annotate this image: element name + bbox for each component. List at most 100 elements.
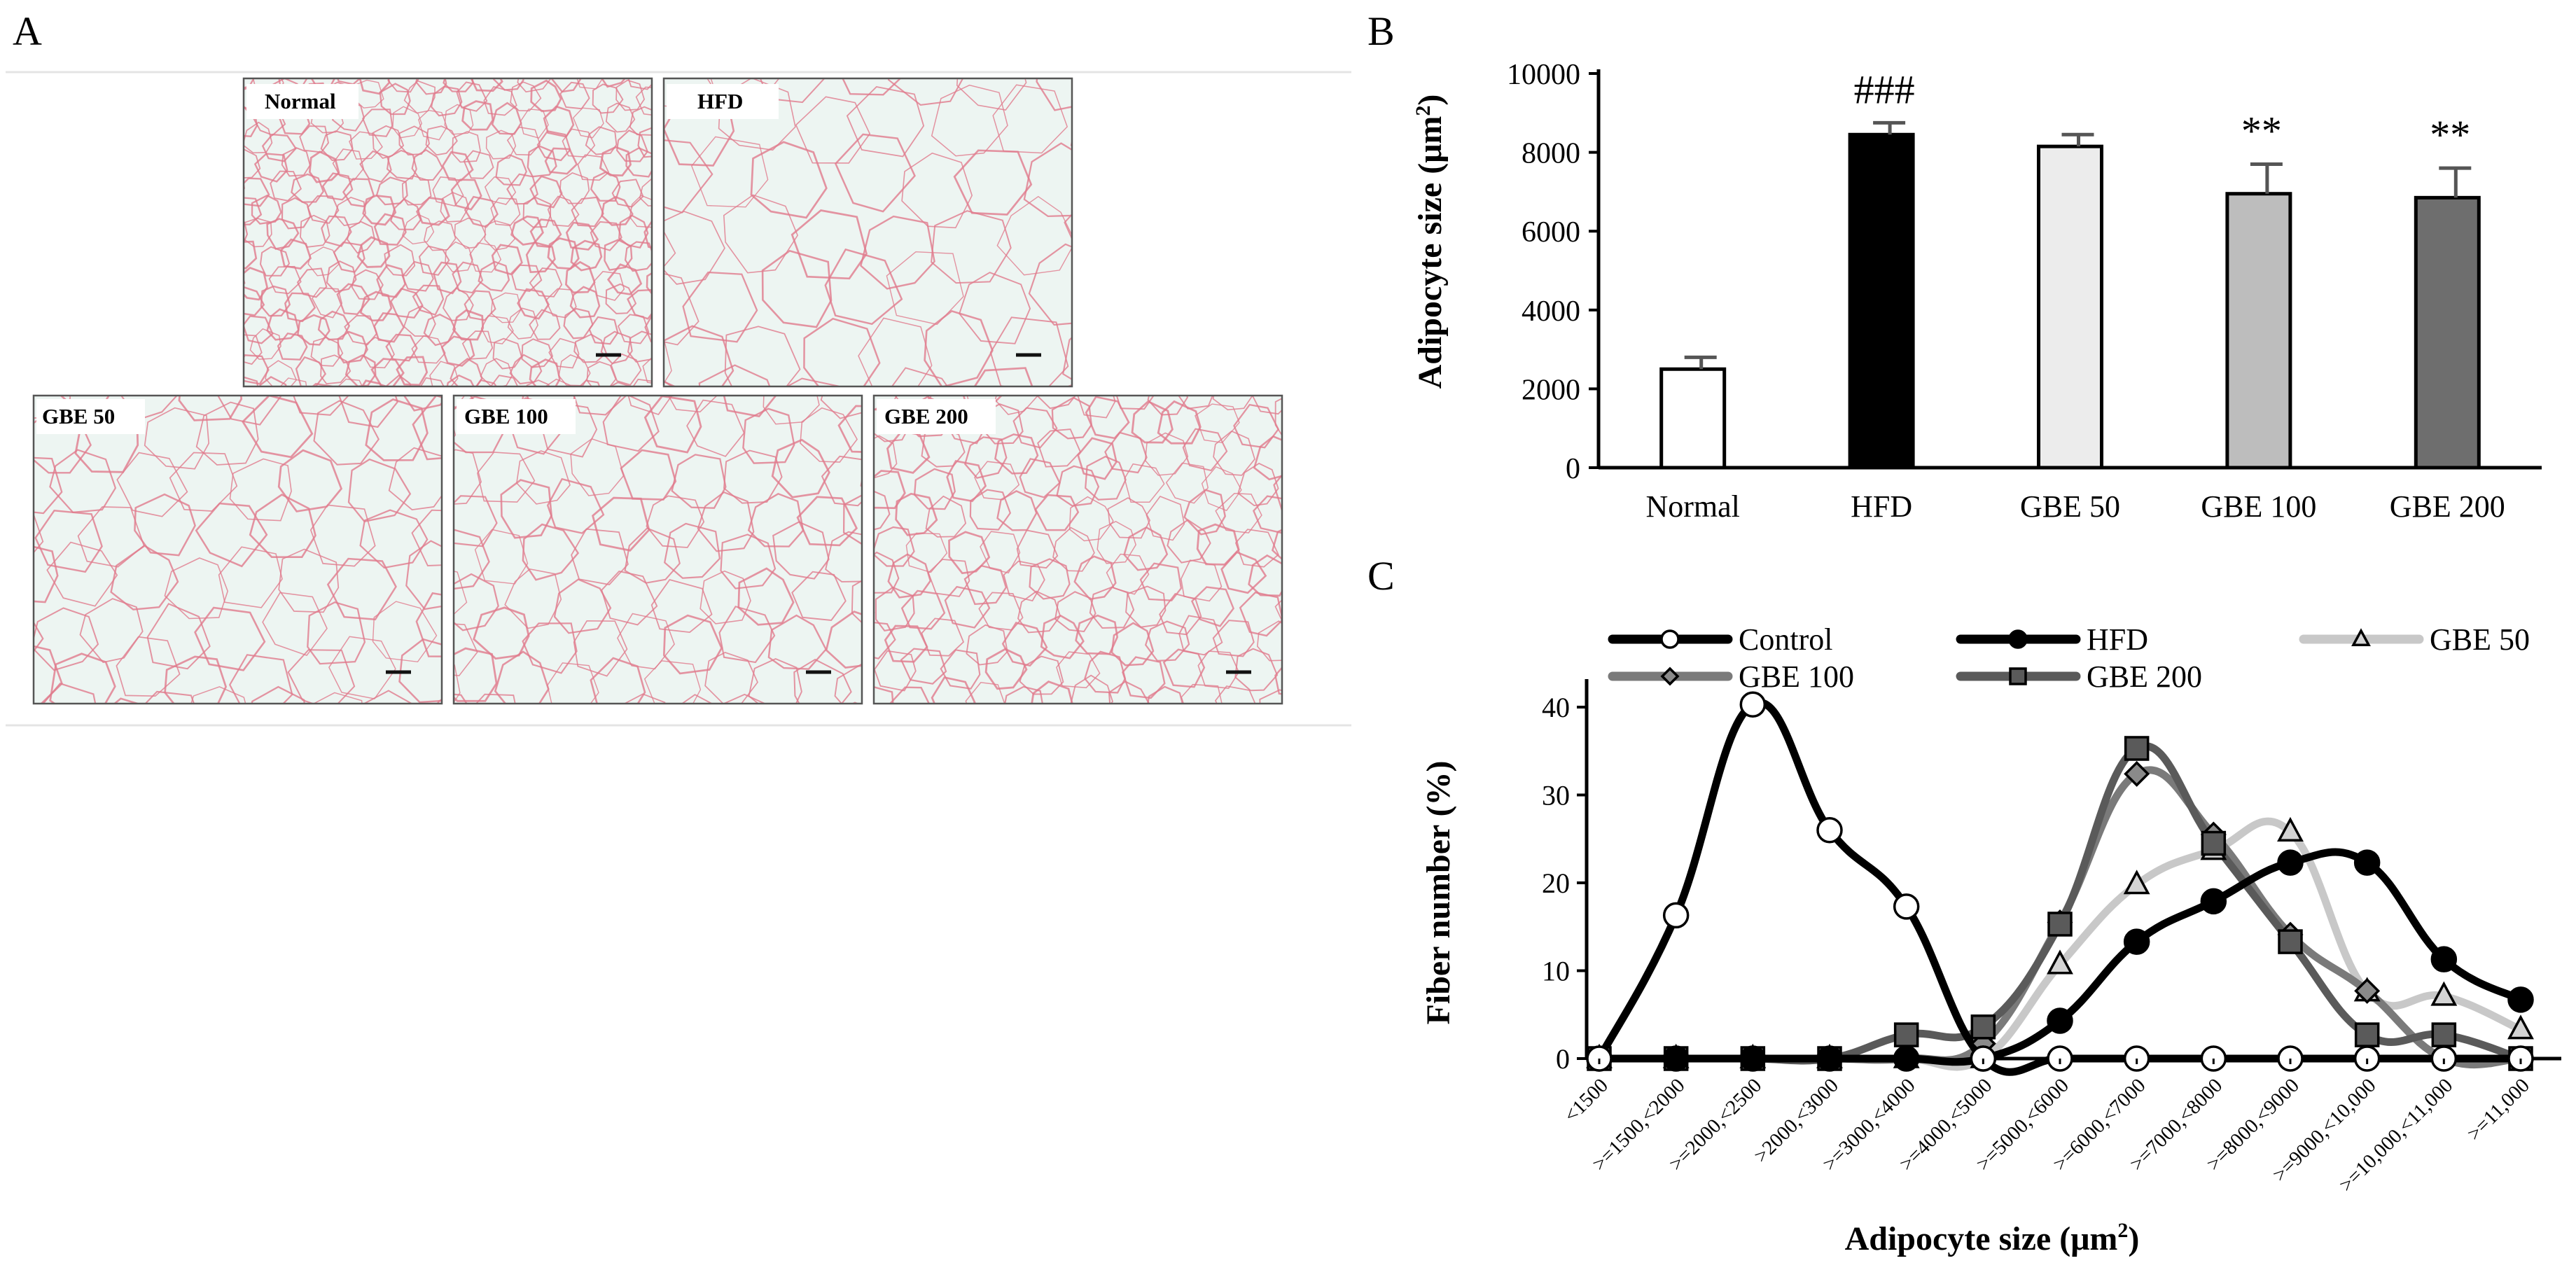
adipocyte-cell — [1019, 458, 1061, 498]
adipocyte-cell — [403, 80, 436, 114]
adipocyte-cell — [204, 66, 235, 92]
adipocyte-cell — [865, 0, 935, 53]
adipocyte-cell — [534, 33, 562, 64]
adipocyte-cell — [201, 337, 232, 366]
adipocyte-cell — [344, 314, 377, 345]
adipocyte-cell — [925, 495, 967, 538]
adipocyte-cell — [312, 692, 363, 704]
data-point-hfd — [2200, 888, 2227, 915]
adipocyte-cell — [336, 283, 371, 316]
adipocyte-cell — [228, 654, 293, 704]
adipocyte-cell — [415, 78, 447, 95]
adipocyte-cell — [1019, 655, 1064, 695]
micrograph-label-bg — [246, 84, 358, 119]
adipocyte-cell — [429, 361, 459, 386]
adipocyte-cell — [454, 217, 487, 249]
adipocyte-cell — [650, 578, 713, 634]
bar — [1848, 132, 1915, 470]
adipocyte-cell — [824, 248, 903, 326]
adipocyte-cell — [874, 551, 900, 594]
panel-letter-a: A — [13, 8, 42, 54]
adipocyte-cell — [446, 374, 475, 386]
adipocyte-cell — [593, 270, 625, 301]
adipocyte-cell — [300, 214, 330, 248]
adipocyte-cell — [347, 221, 376, 254]
adipocyte-cell — [242, 396, 314, 459]
adipocyte-cell — [606, 263, 643, 295]
adipocyte-cell — [0, 647, 8, 703]
adipocyte-cell — [874, 685, 894, 704]
adipocyte-cell — [886, 251, 964, 326]
adipocyte-cell — [194, 606, 266, 671]
adipocyte-cell — [506, 173, 538, 205]
adipocyte-cell — [493, 78, 524, 91]
adipocyte-cell — [484, 220, 516, 251]
adipocyte-cell — [475, 693, 516, 704]
micrograph-label-bg — [457, 399, 576, 434]
adipocyte-cell — [664, 325, 734, 386]
legend-label: GBE 50 — [2430, 622, 2530, 657]
adipocyte-cell — [164, 557, 229, 620]
adipocyte-cell — [981, 707, 1021, 750]
adipocyte-cell — [851, 580, 862, 624]
adipocyte-cell — [570, 438, 625, 496]
adipocyte-cell — [900, 589, 946, 630]
data-point-gbe-50 — [2430, 981, 2458, 1006]
y-tick-label: 40 — [1542, 692, 1570, 723]
adipocyte-cell — [663, 522, 721, 579]
adipocyte-cell — [874, 435, 898, 479]
legend-label: GBE 100 — [1739, 660, 1854, 694]
x-tick-label: HFD — [1851, 489, 1912, 524]
significance-marker: ** — [2241, 108, 2282, 153]
adipocyte-cell — [1239, 591, 1282, 637]
adipocyte-cell — [423, 221, 457, 251]
adipocyte-cell — [602, 396, 660, 452]
adipocyte-cell — [457, 39, 485, 69]
data-point-control — [1739, 691, 1767, 718]
panel-letter-c: C — [1367, 553, 1395, 599]
adipocyte-cell — [938, 0, 1012, 44]
adipocyte-cell — [405, 540, 442, 610]
adipocyte-cell — [527, 0, 602, 46]
adipocyte-cell — [469, 242, 502, 273]
adipocyte-cell — [412, 284, 445, 316]
adipocyte-cell — [293, 396, 350, 416]
adipocyte-cell — [627, 78, 652, 90]
y-axis-label: Fiber number (%) — [1420, 761, 1457, 1025]
adipocyte-cell — [337, 330, 368, 364]
adipocyte-cell — [296, 267, 328, 298]
adipocyte-cell — [116, 636, 181, 697]
adipocyte-cell — [452, 131, 481, 163]
data-point-control — [1816, 816, 1843, 844]
adipocyte-cell — [510, 264, 543, 292]
adipocyte-cell — [1251, 396, 1282, 415]
adipocyte-cell — [615, 79, 646, 111]
adipocyte-cell — [477, 452, 536, 503]
adipocyte-cell — [205, 290, 236, 319]
adipocyte-cell — [842, 494, 862, 545]
adipocyte-cell — [1077, 396, 1116, 419]
adipocyte-cell — [965, 682, 1005, 704]
adipocyte-cell — [569, 286, 601, 319]
adipocyte-cell — [294, 33, 324, 63]
adipocyte-cell — [521, 338, 554, 368]
adipocyte-cell — [46, 541, 118, 607]
adipocyte-cell — [244, 240, 258, 270]
data-point-control — [1893, 893, 1920, 920]
micrograph-gbe200 — [872, 340, 1335, 750]
adipocyte-cell — [989, 316, 1069, 386]
adipocyte-cell — [440, 335, 475, 367]
adipocyte-cell — [1233, 403, 1280, 449]
adipocyte-cell — [1276, 340, 1316, 383]
x-tick-label: >=11,000 — [2463, 1074, 2534, 1145]
adipocyte-cell — [432, 176, 464, 207]
micrograph-label-bg — [667, 84, 779, 119]
adipocyte-cell — [411, 335, 446, 364]
adipocyte-cell — [1297, 428, 1335, 469]
adipocyte-cell — [373, 312, 405, 343]
adipocyte-cell — [664, 273, 699, 346]
adipocyte-cell — [1293, 503, 1332, 541]
y-tick-label: 2000 — [1522, 374, 1580, 406]
adipocyte-cell — [485, 130, 517, 160]
adipocyte-cell — [905, 532, 948, 573]
